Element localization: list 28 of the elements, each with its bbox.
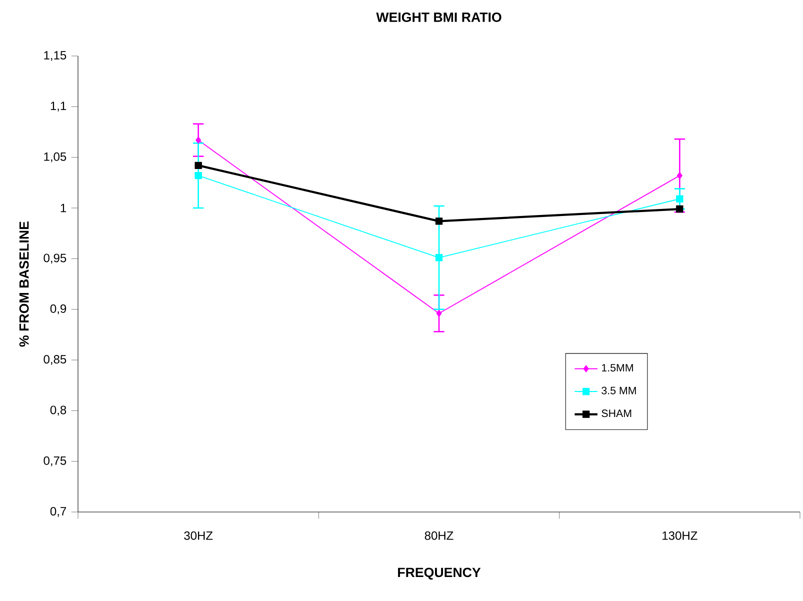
- y-tick-label: 1: [60, 204, 66, 212]
- legend-label: SHAM: [602, 410, 632, 418]
- y-tick-label: 0,8: [50, 406, 66, 416]
- point: [676, 195, 684, 202]
- y-tick-label: 1,1: [50, 102, 66, 112]
- x-axis-title: FREQUENCY: [398, 568, 481, 580]
- point: [676, 172, 682, 180]
- point: [196, 136, 202, 144]
- y-tick-label: 0,7: [50, 507, 66, 517]
- y-tick-label: 0,95: [44, 254, 66, 264]
- y-tick-label: 0,9: [50, 304, 66, 314]
- y-tick-label: 1,05: [44, 152, 66, 162]
- point: [435, 218, 443, 225]
- point: [676, 205, 684, 213]
- point: [436, 310, 442, 317]
- x-tick-label: 30HZ: [184, 531, 213, 540]
- point: [435, 254, 443, 262]
- x-tick-label: 130HZ: [662, 531, 698, 540]
- y-tick-label: 0,75: [44, 456, 66, 466]
- y-axis-title: % FROM BASELINE: [19, 222, 29, 347]
- point: [194, 162, 202, 170]
- legend-label: 3.5 MM: [602, 386, 636, 394]
- chart-title: WEIGHT BMI RATIO: [376, 12, 502, 22]
- x-tick-label: 80HZ: [424, 531, 454, 540]
- y-tick-label: 1,15: [44, 51, 66, 61]
- point: [194, 172, 202, 180]
- legend-label: 1.5MM: [602, 364, 633, 372]
- y-tick-label: 0,85: [44, 355, 66, 365]
